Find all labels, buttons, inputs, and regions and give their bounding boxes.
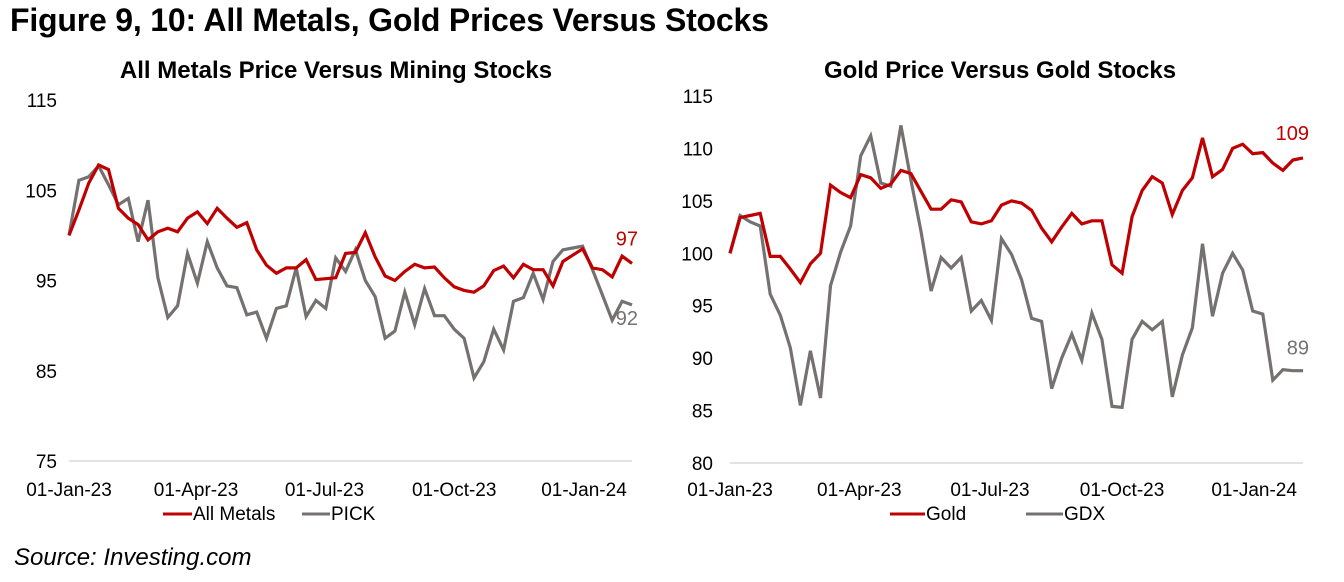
legend-label: GDX	[1064, 504, 1106, 525]
y-tick-label: 115	[683, 87, 713, 108]
y-axis: 115 110 105 100 95 90 85 80	[681, 87, 713, 475]
series-line-gold	[728, 137, 1304, 286]
x-axis: 01-Jan-23 01-Apr-23 01-Jul-23 01-Oct-23 01-J…	[26, 480, 627, 501]
end-labels: 109 89	[1276, 123, 1309, 360]
x-tick-label: 01-Apr-23	[154, 480, 239, 501]
y-tick-label: 75	[36, 452, 57, 473]
chart-title: All Metals Price Versus Mining Stocks	[120, 57, 552, 84]
y-tick-label: 95	[36, 272, 57, 293]
y-tick-label: 105	[25, 181, 57, 202]
y-tick-label: 90	[692, 349, 713, 370]
end-value-label: 109	[1276, 123, 1309, 145]
end-value-label: 89	[1287, 338, 1309, 360]
x-tick-label: 01-Jan-23	[687, 480, 773, 501]
x-tick-label: 01-Oct-23	[1080, 480, 1164, 501]
y-tick-label: 80	[692, 454, 713, 475]
x-tick-label: 01-Apr-23	[817, 480, 902, 501]
y-axis: 115 105 95 85 75	[25, 91, 57, 473]
x-axis: 01-Jan-23 01-Apr-23 01-Jul-23 01-Oct-23 01-J…	[687, 480, 1297, 501]
x-tick-label: 01-Jan-24	[541, 480, 627, 501]
source-note: Source: Investing.com	[14, 544, 252, 571]
end-value-label: 97	[616, 228, 638, 250]
series-line-pick	[67, 163, 633, 383]
x-tick-label: 01-Jul-23	[285, 480, 364, 501]
y-tick-label: 85	[692, 402, 713, 423]
y-tick-label: 110	[683, 139, 713, 160]
y-tick-label: 115	[27, 91, 57, 112]
x-tick-label: 01-Jan-24	[1211, 480, 1297, 501]
y-tick-label: 105	[681, 192, 713, 213]
legend: Gold GDX	[890, 504, 1106, 525]
x-tick-label: 01-Oct-23	[412, 480, 496, 501]
y-tick-label: 95	[692, 297, 713, 318]
chart-title: Gold Price Versus Gold Stocks	[824, 57, 1176, 84]
plot-area	[728, 125, 1304, 410]
x-tick-label: 01-Jan-23	[26, 480, 112, 501]
legend-label: Gold	[926, 504, 966, 525]
chart-gold-vs-gdx: Gold Price Versus Gold Stocks 1151101051…	[681, 57, 1309, 525]
series-line-all-metals	[67, 162, 633, 294]
chart-all-metals-vs-pick: All Metals Price Versus Mining Stocks 11…	[25, 57, 638, 525]
y-tick-label: 85	[36, 362, 57, 383]
end-labels: 97 92	[616, 228, 638, 330]
x-tick-label: 01-Jul-23	[950, 480, 1029, 501]
end-value-label: 92	[616, 308, 638, 330]
plot-area	[67, 162, 633, 383]
y-tick-label: 100	[681, 244, 713, 265]
series-line-gdx	[728, 125, 1303, 410]
legend: All Metals PICK	[163, 504, 376, 525]
legend-label: All Metals	[193, 504, 275, 525]
figure-title: Figure 9, 10: All Metals, Gold Prices Ve…	[10, 2, 769, 38]
legend-label: PICK	[331, 504, 376, 525]
